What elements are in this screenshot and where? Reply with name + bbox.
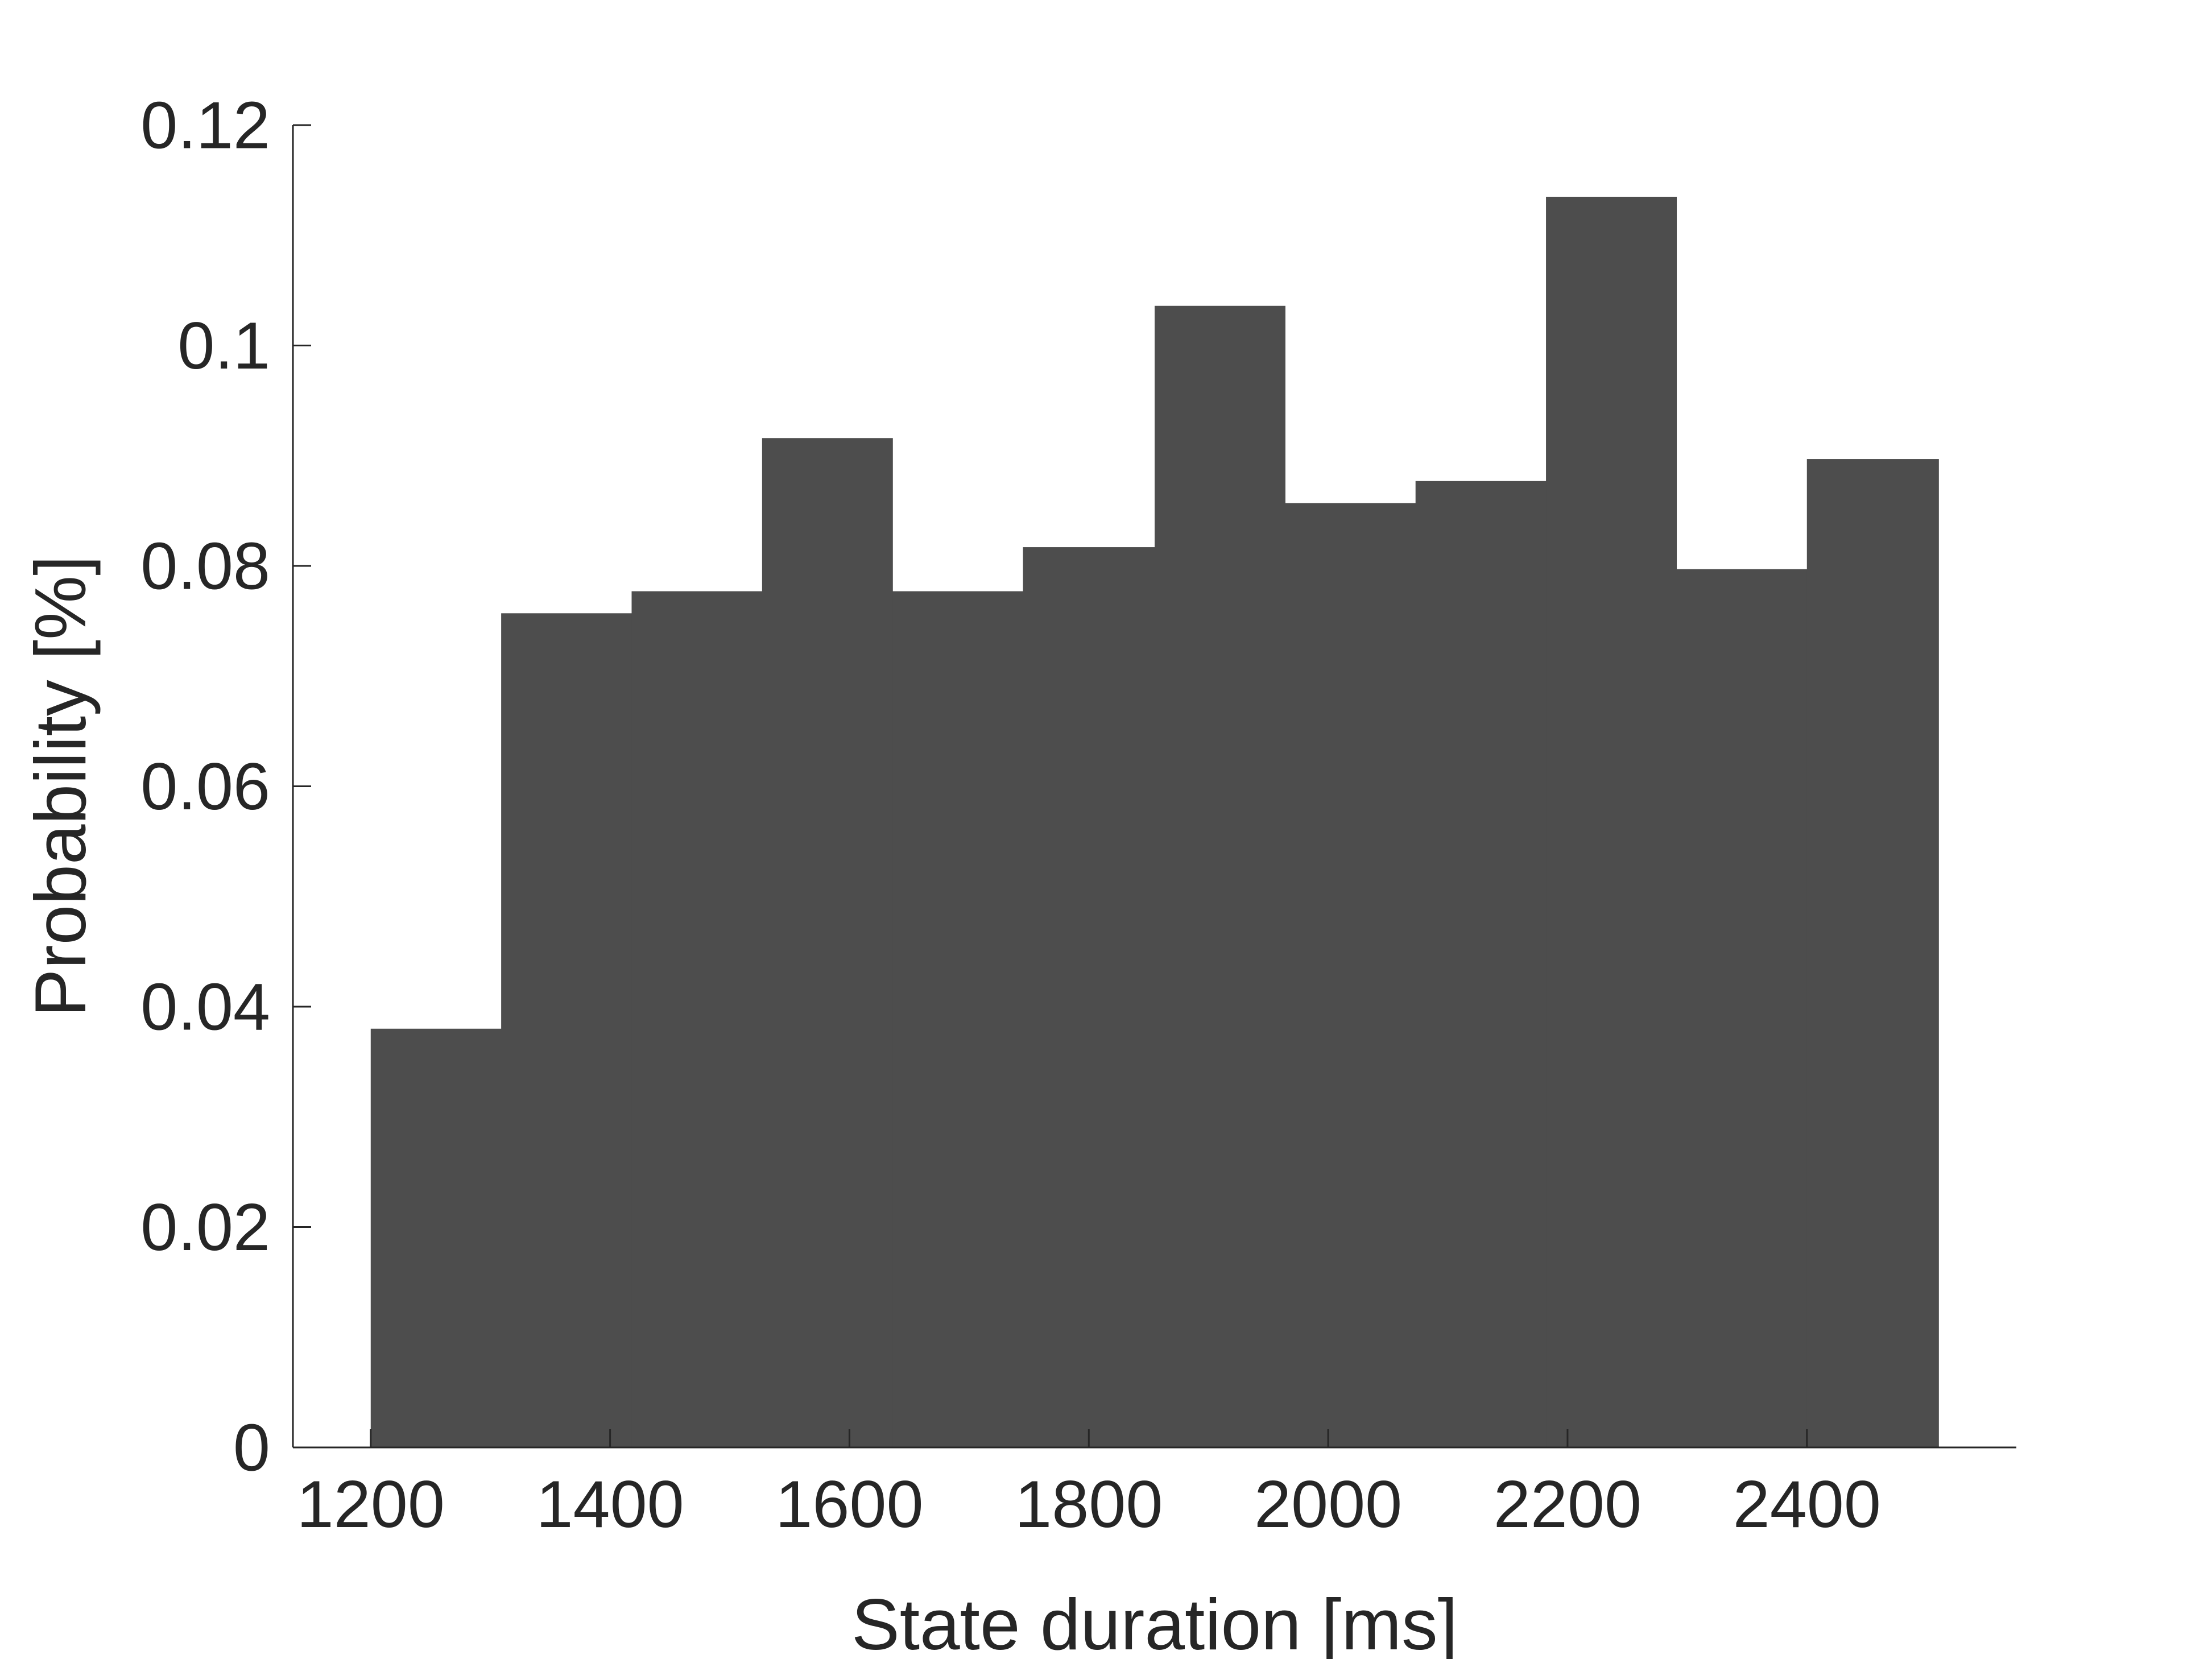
histogram-bars xyxy=(370,196,1939,1447)
histogram-bar xyxy=(631,591,763,1447)
histogram-bar xyxy=(370,1028,502,1447)
y-tick-label: 0.04 xyxy=(140,970,270,1044)
histogram-bar xyxy=(501,613,632,1447)
y-ticks: 0 0.02 0.04 0.06 0.08 0.1 0.12 xyxy=(140,88,311,1485)
y-tick-label: 0.08 xyxy=(140,529,270,603)
x-tick-label: 2200 xyxy=(1494,1467,1642,1541)
histogram-bar xyxy=(1676,569,1808,1447)
x-axis-title: State duration [ms] xyxy=(851,1584,1458,1659)
y-axis-title: Probability [%] xyxy=(20,556,101,1017)
x-tick-label: 1200 xyxy=(297,1467,445,1541)
y-tick-label: 0.02 xyxy=(140,1190,270,1264)
x-tick-label: 1600 xyxy=(775,1467,923,1541)
x-tick-label: 1400 xyxy=(536,1467,684,1541)
y-tick-label: 0.06 xyxy=(140,749,270,824)
histogram-bar xyxy=(1806,459,1939,1447)
histogram-bar xyxy=(1155,305,1285,1447)
x-tick-label: 2400 xyxy=(1733,1467,1881,1541)
x-ticks: 1200 1400 1600 1800 2000 2200 2400 xyxy=(297,1429,1881,1541)
histogram-bar xyxy=(892,591,1024,1447)
histogram-bar xyxy=(762,438,893,1447)
histogram-bar xyxy=(1415,481,1547,1447)
x-tick-label: 2000 xyxy=(1254,1467,1402,1541)
histogram-bar xyxy=(1285,503,1416,1447)
y-tick-label: 0.1 xyxy=(177,308,270,383)
histogram-bar xyxy=(1023,547,1155,1447)
y-tick-label: 0 xyxy=(233,1410,270,1485)
x-tick-label: 1800 xyxy=(1015,1467,1163,1541)
histogram-bar xyxy=(1546,196,1677,1447)
y-tick-label: 0.12 xyxy=(140,88,270,163)
